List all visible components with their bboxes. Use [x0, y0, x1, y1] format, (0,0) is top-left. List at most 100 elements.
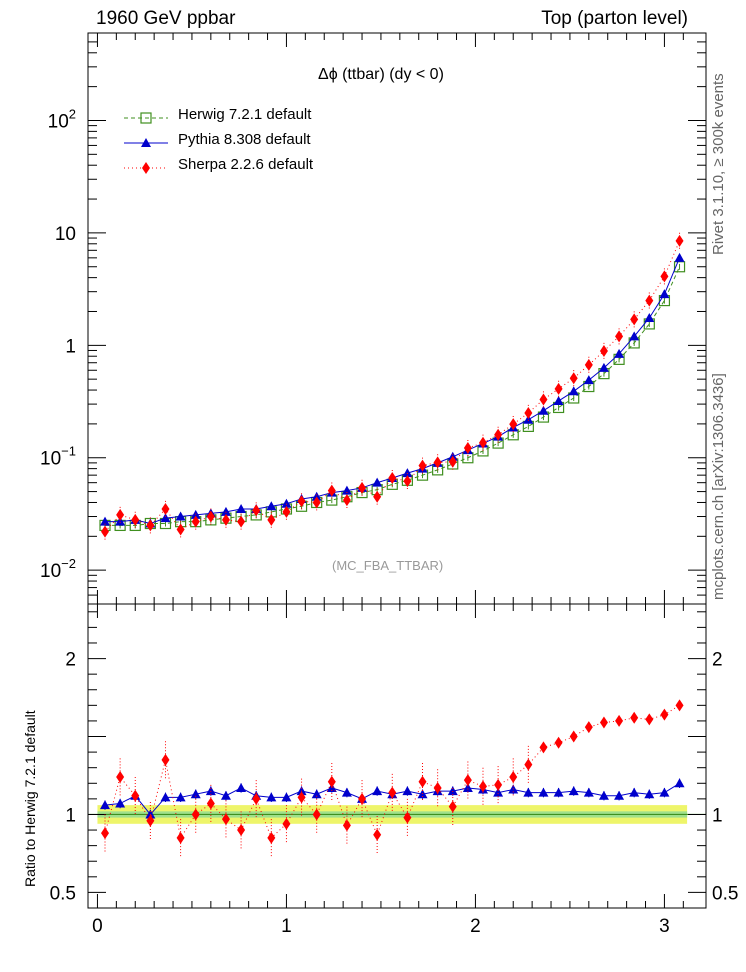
- data-point: [630, 313, 639, 326]
- data-point: [252, 504, 261, 517]
- ratio-y-tick-label-right-2: 2: [712, 650, 723, 671]
- x-tick-label-2: 2: [470, 916, 481, 937]
- ratio-point: [101, 827, 110, 840]
- data-point: [237, 515, 246, 528]
- ratio-point: [645, 713, 654, 726]
- data-point: [675, 234, 684, 247]
- ratio-point: [494, 778, 503, 791]
- data-point: [615, 330, 624, 343]
- x-tick-label-3: 3: [659, 916, 670, 937]
- ratio-point: [418, 775, 427, 788]
- data-point: [266, 501, 277, 511]
- ratio-point: [554, 736, 563, 749]
- data-point: [569, 372, 578, 385]
- legend-marker-0: [140, 112, 152, 124]
- ratio-point: [205, 786, 216, 796]
- ratio-point: [644, 789, 655, 799]
- data-point: [448, 455, 457, 468]
- ratio-point: [175, 792, 186, 802]
- ratio-point: [206, 797, 215, 810]
- ratio-point: [115, 798, 126, 808]
- ratio-point: [116, 771, 125, 784]
- ratio-point: [539, 741, 548, 754]
- data-point: [281, 498, 292, 508]
- data-point: [236, 503, 247, 513]
- ratio-point: [146, 814, 155, 827]
- data-point: [433, 456, 442, 469]
- data-point: [599, 345, 608, 358]
- data-point: [614, 348, 625, 358]
- ratio-point: [221, 813, 230, 826]
- ratio-point: [160, 792, 171, 802]
- ratio-point: [191, 808, 200, 821]
- ratio-point: [433, 781, 442, 794]
- y-tick-label-3: 10: [55, 224, 76, 245]
- ratio-point: [176, 831, 185, 844]
- data-point: [584, 358, 593, 371]
- ratio-point: [236, 782, 247, 792]
- ratio-point: [281, 792, 292, 802]
- ratio-point: [388, 786, 397, 799]
- data-point: [206, 510, 215, 523]
- data-point: [100, 516, 111, 526]
- ratio-point: [523, 787, 534, 797]
- data-point: [553, 395, 564, 405]
- data-point: [146, 519, 155, 532]
- data-point: [101, 525, 110, 538]
- data-point: [342, 494, 351, 507]
- ratio-plot-frame: [87, 603, 707, 909]
- legend-label-pythia: Pythia 8.308 default: [178, 131, 311, 148]
- data-point: [312, 496, 321, 509]
- ratio-point: [675, 699, 684, 712]
- ratio-point: [478, 780, 487, 793]
- ratio-point: [599, 716, 608, 729]
- ratio-point: [372, 786, 383, 796]
- data-point: [478, 436, 487, 449]
- data-point: [327, 484, 336, 497]
- data-point: [116, 508, 125, 521]
- data-point: [524, 407, 533, 420]
- data-point: [221, 513, 230, 526]
- data-point: [629, 331, 640, 341]
- ratio-point: [266, 792, 277, 802]
- data-point: [372, 477, 383, 487]
- data-point: [115, 516, 126, 526]
- ratio-point: [569, 730, 578, 743]
- ratio-point: [583, 787, 594, 797]
- ratio-point: [327, 775, 336, 788]
- ratio-y-tick-label-right-0: 0.5: [712, 883, 738, 904]
- ratio-point: [220, 790, 231, 800]
- ratio-point: [267, 831, 276, 844]
- ratio-y-tick-label-right-1: 1: [712, 805, 723, 826]
- y-tick-label-1: 10−1: [40, 444, 76, 470]
- ratio-point: [342, 819, 351, 832]
- ratio-point: [553, 787, 564, 797]
- data-point: [660, 270, 669, 283]
- legend-marker-1: [141, 138, 151, 147]
- data-point: [463, 442, 472, 455]
- ratio-point: [660, 708, 669, 721]
- ratio-point: [630, 711, 639, 724]
- ratio-point: [131, 789, 140, 802]
- ratio-point: [447, 786, 458, 796]
- ratio-point: [402, 786, 413, 796]
- ratio-point: [674, 778, 685, 788]
- data-point: [175, 511, 186, 521]
- legend-marker-2: [142, 162, 150, 174]
- ratio-point: [252, 792, 261, 805]
- ratio-point: [493, 787, 504, 797]
- data-point: [494, 428, 503, 441]
- ratio-point: [373, 828, 382, 841]
- ratio-point: [282, 817, 291, 830]
- data-point: [402, 468, 413, 478]
- data-point: [539, 393, 548, 406]
- data-point: [523, 414, 534, 424]
- ratio-point: [312, 808, 321, 821]
- legend-label-sherpa: Sherpa 2.2.6 default: [178, 156, 314, 173]
- data-point: [645, 294, 654, 307]
- data-point: [554, 382, 563, 395]
- ratio-point: [358, 792, 367, 805]
- ratio-point: [297, 791, 306, 804]
- ratio-point: [190, 789, 201, 799]
